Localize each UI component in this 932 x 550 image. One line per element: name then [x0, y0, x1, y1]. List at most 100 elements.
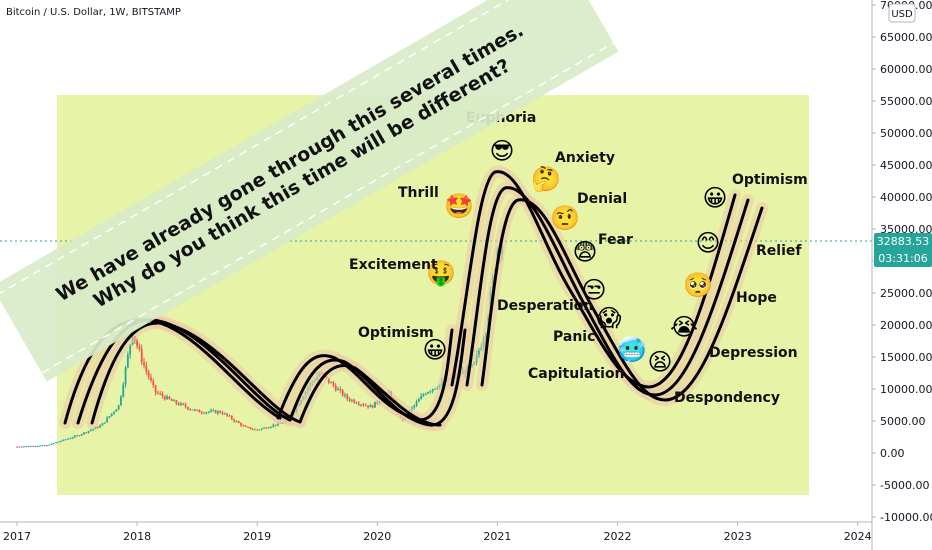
cycle-wave [288, 328, 467, 427]
y-tick-label: 40000.00 [880, 191, 932, 204]
emotion-label: Panic [553, 329, 595, 345]
candle-body [258, 429, 261, 431]
y-tick-label: 45000.00 [880, 159, 932, 172]
price-tag: 32883.53 03:31:06 [874, 233, 932, 267]
candle-body [159, 393, 162, 395]
candle-body [124, 367, 127, 385]
emotion-emoji: 🤩 [444, 192, 474, 220]
y-tick-label: -10000.00 [880, 511, 932, 524]
candle-body [173, 400, 175, 402]
currency-button[interactable]: USD [888, 3, 916, 23]
x-tick-label: 2024 [844, 530, 872, 543]
candle-body [193, 409, 196, 411]
candle-body [122, 384, 125, 397]
time-axis[interactable]: 2017 2018 2019 2020 2021 2022 2023 2024 [3, 522, 872, 543]
y-tick-label: 50000.00 [880, 127, 932, 140]
candle-body [78, 435, 81, 437]
cycle-wave [298, 364, 442, 427]
emotion-emoji: 🤨 [550, 204, 580, 232]
y-tick-label: 5000.00 [880, 415, 926, 428]
candle-body [217, 411, 219, 414]
price-axis[interactable]: 70000.0065000.0060000.0055000.0050000.00… [872, 0, 932, 524]
candle-body [180, 403, 182, 406]
candle-body [360, 404, 363, 406]
currency-button-bg[interactable] [888, 3, 916, 23]
candle-body [43, 445, 46, 447]
candle-body [203, 412, 205, 414]
candle-body [177, 403, 180, 406]
candle-body [59, 440, 62, 442]
cycle-wave [450, 170, 737, 389]
x-tick-label: 2020 [363, 530, 391, 543]
candle-body [129, 344, 132, 355]
candle-body [120, 396, 122, 406]
candle-body [101, 423, 104, 426]
candle-body [163, 396, 166, 400]
candle-body [355, 402, 358, 404]
candle-body [424, 393, 427, 395]
candle-body [69, 438, 72, 440]
candle-body [350, 399, 353, 401]
candle-body [143, 362, 145, 366]
price-tag-timer: 03:31:06 [878, 252, 927, 265]
candle-body [92, 428, 95, 430]
emotion-label: Depression [709, 345, 798, 361]
candle-body [27, 446, 30, 448]
emotion-label: Relief [756, 243, 802, 259]
candle-body [115, 409, 118, 412]
candle-body [103, 422, 106, 424]
candle-body [237, 421, 240, 424]
candle-body [210, 410, 212, 412]
candle-body [341, 389, 344, 396]
x-tick-label: 2021 [483, 530, 511, 543]
candle-body [94, 427, 97, 429]
candle-body [272, 424, 275, 427]
emotion-emoji: 😀 [422, 336, 447, 364]
candle-body [196, 409, 199, 411]
candle-body [334, 385, 337, 391]
y-tick-label: 0.00 [880, 447, 905, 460]
banner-dash-bottom [41, 42, 614, 374]
emotion-emoji: 😀 [702, 184, 727, 212]
candle-body [36, 445, 39, 447]
y-tick-label: 15000.00 [880, 351, 932, 364]
emotion-emoji: 🤔 [531, 165, 561, 193]
candle-body [170, 399, 173, 401]
emotion-label: Desperation [497, 298, 593, 314]
candle-body [230, 416, 233, 420]
candle-body [46, 445, 48, 447]
price-tag-bg [874, 233, 932, 267]
candle-body [364, 405, 367, 407]
candle-body [205, 412, 208, 414]
candle-body [420, 395, 423, 400]
candle-body [330, 382, 333, 384]
candle-body [429, 391, 432, 393]
candle-body [337, 389, 339, 391]
candle-body [371, 405, 374, 408]
candle-body [219, 411, 222, 413]
candle-body [240, 423, 242, 426]
candle-body [34, 446, 37, 448]
candle-body [223, 413, 226, 415]
candle-body [73, 435, 76, 438]
cycle-waves [59, 165, 768, 431]
candle-body [374, 401, 376, 408]
candle-body [242, 425, 245, 427]
y-tick-label: 35000.00 [880, 223, 932, 236]
candle-body [327, 377, 330, 383]
candle-body [50, 443, 53, 445]
cycle-wave [276, 328, 454, 422]
cycle-wave [465, 186, 750, 397]
candle-body [57, 441, 60, 443]
candle-body [41, 445, 44, 447]
price-tag-value: 32883.53 [877, 235, 930, 248]
x-tick-label: 2017 [3, 530, 31, 543]
candle-body [66, 438, 69, 440]
x-tick-label: 2023 [724, 530, 752, 543]
cycle-wave [480, 198, 764, 402]
symbol-title: Bitcoin / U.S. Dollar, 1W, BITSTAMP [6, 7, 181, 18]
currency-button-label[interactable]: USD [891, 9, 913, 20]
candle-body [16, 446, 18, 448]
